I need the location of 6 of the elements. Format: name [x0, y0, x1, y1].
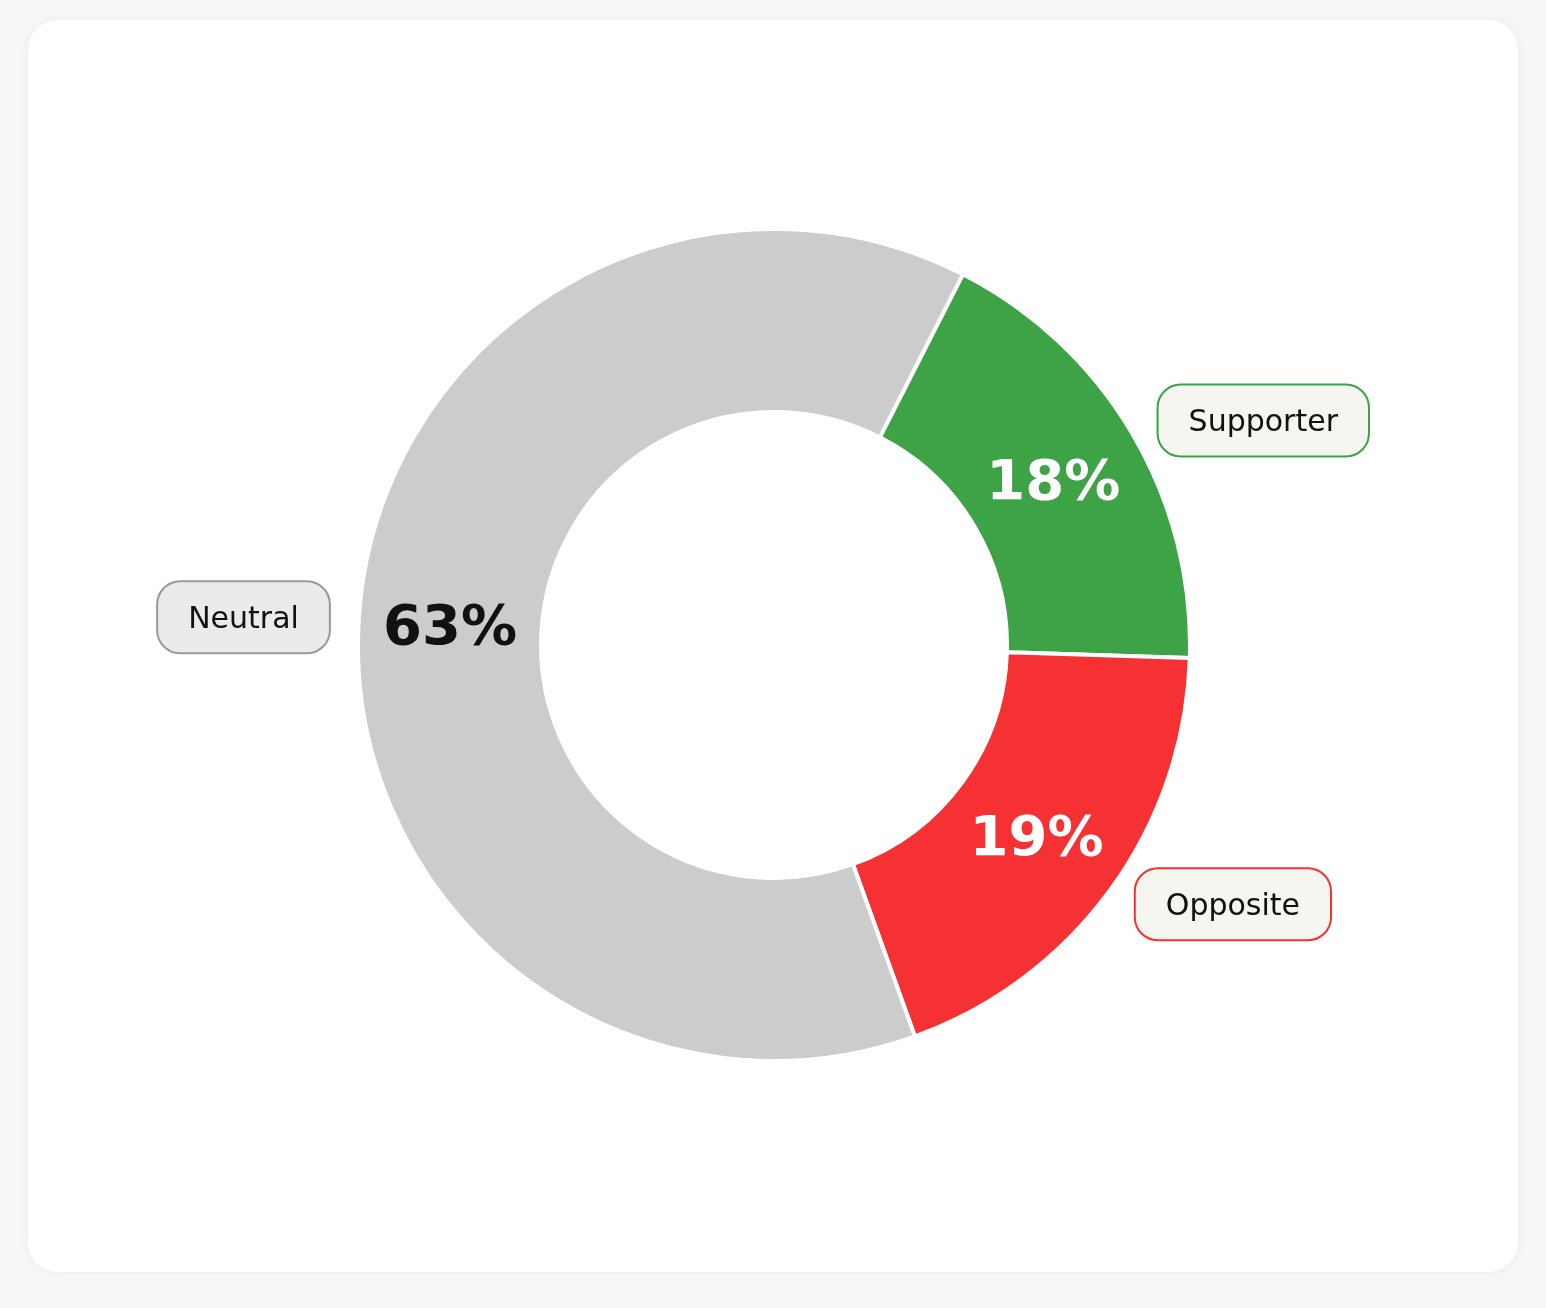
data-label: 19% [969, 803, 1104, 869]
slice-label: Opposite [1165, 886, 1301, 922]
data-label: 18% [986, 447, 1121, 513]
data-label: 63% [383, 592, 518, 658]
slice-label: Supporter [1188, 403, 1339, 439]
slice-label: Neutral [188, 599, 299, 635]
